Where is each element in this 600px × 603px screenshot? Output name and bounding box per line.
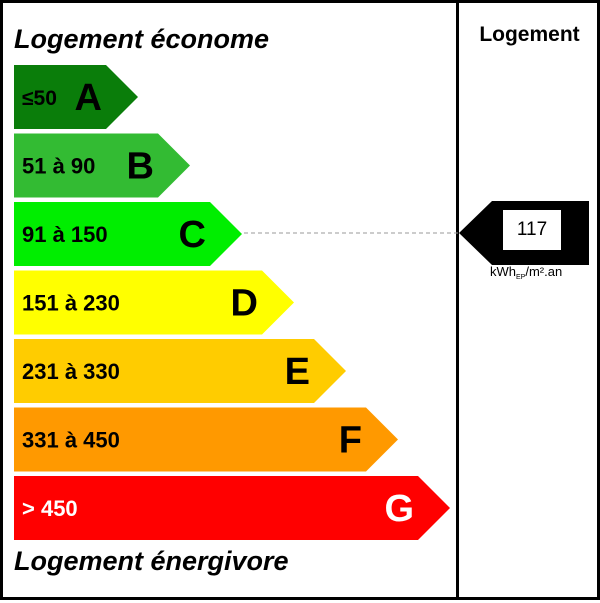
class-letter: F bbox=[339, 420, 362, 462]
class-range-label: ≤50 bbox=[22, 87, 57, 110]
class-letter: B bbox=[127, 146, 154, 188]
consumption-unit: kWhEP/m².an bbox=[490, 264, 563, 281]
class-arrow-a bbox=[14, 65, 138, 129]
class-range-label: 91 à 150 bbox=[22, 222, 108, 247]
class-bar-a: ≤50 A bbox=[14, 65, 138, 129]
class-letter: A bbox=[75, 77, 102, 119]
class-bar-f: 331 à 450 F bbox=[14, 407, 398, 472]
class-letter: D bbox=[231, 283, 258, 325]
class-bar-c: 91 à 150 C bbox=[14, 202, 242, 266]
class-bar-g: > 450 G bbox=[14, 476, 450, 540]
class-arrow-f bbox=[14, 407, 398, 472]
class-bar-b: 51 à 90 B bbox=[14, 133, 190, 198]
class-letter: G bbox=[384, 488, 414, 530]
class-range-label: 151 à 230 bbox=[22, 291, 120, 316]
column-divider bbox=[456, 3, 459, 600]
class-range-label: > 450 bbox=[22, 496, 78, 521]
inefficient-title: Logement énergivore bbox=[14, 546, 289, 576]
class-arrow-c bbox=[14, 202, 242, 266]
class-arrow-b bbox=[14, 133, 190, 198]
class-bar-d: 151 à 230 D bbox=[14, 270, 294, 335]
class-range-label: 331 à 450 bbox=[22, 428, 120, 453]
class-arrow-g bbox=[14, 476, 450, 540]
column-title: Logement bbox=[479, 23, 580, 46]
class-arrow-d bbox=[14, 270, 294, 335]
class-arrow-e bbox=[14, 339, 346, 403]
class-letter: C bbox=[179, 214, 206, 256]
class-range-label: 51 à 90 bbox=[22, 154, 95, 179]
class-letter: E bbox=[285, 351, 310, 393]
class-bar-e: 231 à 330 E bbox=[14, 339, 346, 403]
consumption-value: 117 bbox=[503, 210, 561, 250]
energy-class-scale: ≤50 A 51 à 90 B 91 à 150 C 151 à 230 D 231 à 330… bbox=[14, 65, 589, 540]
class-range-label: 231 à 330 bbox=[22, 359, 120, 384]
efficient-title: Logement économe bbox=[14, 24, 270, 54]
